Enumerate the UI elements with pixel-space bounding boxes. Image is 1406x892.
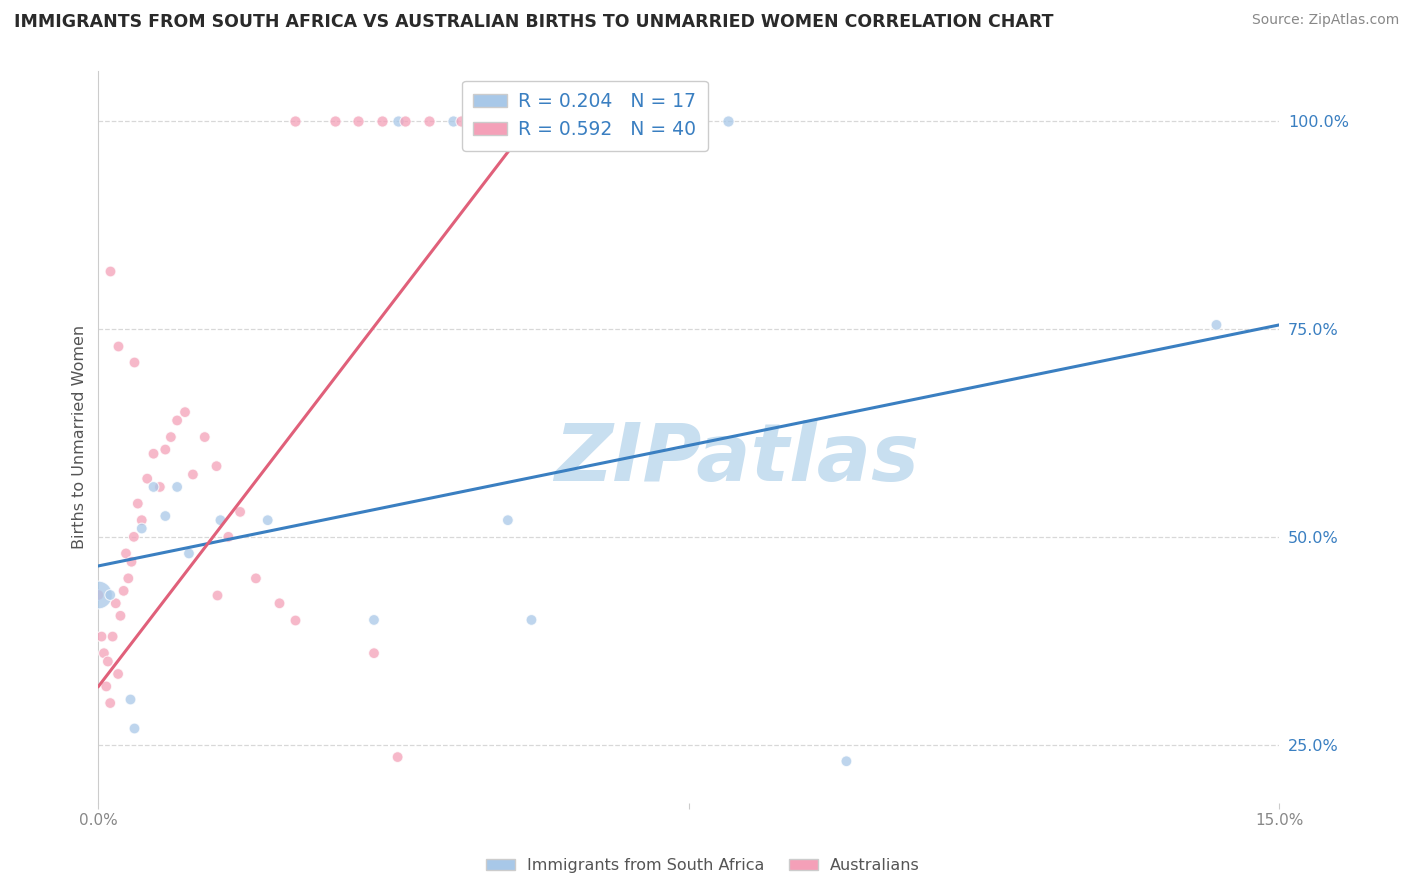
Point — [110, 608, 132, 623]
Point — [87, 588, 110, 602]
Point — [1205, 318, 1227, 332]
Point — [166, 480, 188, 494]
Point — [363, 613, 385, 627]
Point — [284, 114, 307, 128]
Point — [245, 571, 267, 585]
Y-axis label: Births to Unmarried Women: Births to Unmarried Women — [72, 325, 87, 549]
Text: ZIPatlas: ZIPatlas — [554, 420, 918, 498]
Point — [112, 583, 135, 598]
Point — [371, 114, 394, 128]
Point — [441, 114, 464, 128]
Text: IMMIGRANTS FROM SOUTH AFRICA VS AUSTRALIAN BIRTHS TO UNMARRIED WOMEN CORRELATION: IMMIGRANTS FROM SOUTH AFRICA VS AUSTRALI… — [14, 13, 1053, 31]
Point — [387, 114, 409, 128]
Point — [623, 114, 645, 128]
Point — [122, 355, 145, 369]
Text: Source: ZipAtlas.com: Source: ZipAtlas.com — [1251, 13, 1399, 28]
Point — [496, 513, 519, 527]
Point — [149, 480, 172, 494]
Point — [394, 114, 416, 128]
Point — [155, 509, 177, 524]
Point — [98, 696, 121, 710]
Point — [107, 339, 129, 353]
Point — [387, 750, 409, 764]
Point — [131, 513, 153, 527]
Point — [520, 613, 543, 627]
Point — [520, 114, 543, 128]
Point — [118, 692, 141, 706]
Point — [142, 480, 165, 494]
Point — [450, 114, 472, 128]
Point — [90, 630, 112, 644]
Point — [93, 646, 115, 660]
Point — [122, 530, 145, 544]
Point — [166, 413, 188, 427]
Point — [347, 114, 370, 128]
Point — [160, 430, 183, 444]
Point — [205, 588, 228, 602]
Point — [835, 754, 858, 768]
Point — [142, 447, 165, 461]
Point — [174, 405, 197, 419]
Point — [217, 530, 239, 544]
Point — [98, 264, 121, 278]
Point — [97, 655, 120, 669]
Point — [363, 646, 385, 660]
Point — [505, 114, 527, 128]
Point — [127, 497, 149, 511]
Point — [96, 680, 118, 694]
Point — [121, 555, 143, 569]
Point — [117, 571, 139, 585]
Point — [209, 513, 232, 527]
Point — [418, 114, 440, 128]
Legend: Immigrants from South Africa, Australians: Immigrants from South Africa, Australian… — [479, 852, 927, 880]
Point — [536, 114, 558, 128]
Point — [104, 596, 127, 610]
Point — [107, 667, 129, 681]
Point — [256, 513, 278, 527]
Point — [98, 588, 121, 602]
Point — [115, 546, 138, 560]
Point — [122, 721, 145, 735]
Point — [481, 114, 503, 128]
Point — [194, 430, 217, 444]
Point — [87, 588, 110, 602]
Point — [269, 596, 291, 610]
Legend: R = 0.204   N = 17, R = 0.592   N = 40: R = 0.204 N = 17, R = 0.592 N = 40 — [463, 81, 707, 151]
Point — [560, 114, 582, 128]
Point — [101, 630, 124, 644]
Point — [323, 114, 346, 128]
Point — [181, 467, 204, 482]
Point — [155, 442, 177, 457]
Point — [717, 114, 740, 128]
Point — [136, 472, 159, 486]
Point — [481, 114, 503, 128]
Point — [229, 505, 252, 519]
Point — [177, 546, 200, 560]
Point — [205, 459, 228, 474]
Point — [284, 613, 307, 627]
Point — [131, 522, 153, 536]
